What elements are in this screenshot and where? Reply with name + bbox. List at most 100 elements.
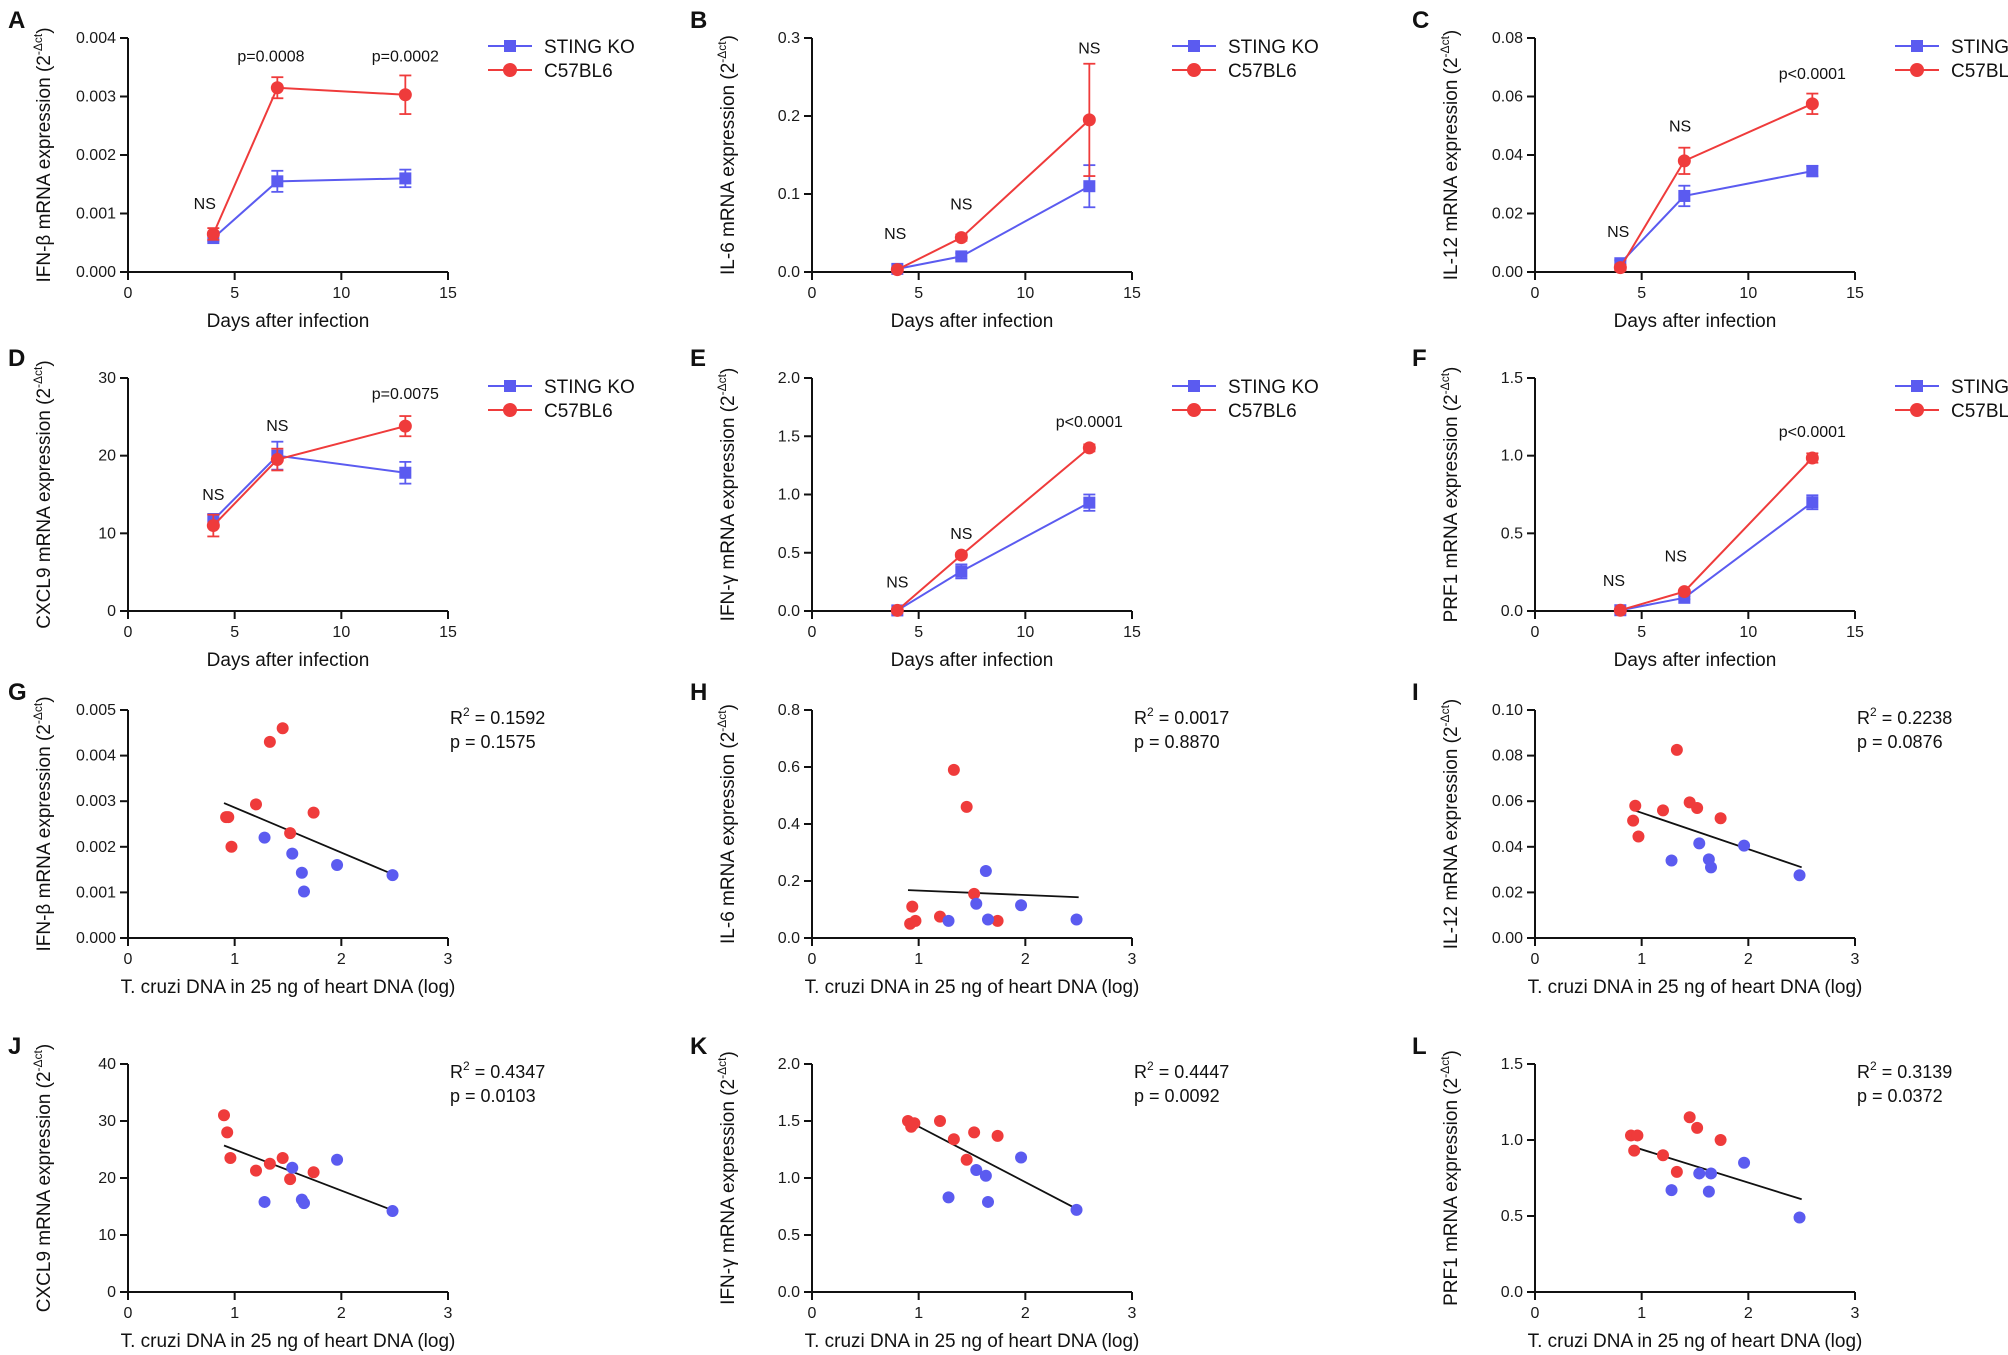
- y-axis-label-close: ): [1441, 1050, 1462, 1056]
- data-point-c57bl6: [991, 1129, 1004, 1142]
- data-point: [1806, 165, 1819, 178]
- p-value-label: p = 0.8870: [1134, 732, 1220, 752]
- y-axis-label: IFN-β mRNA expression (2-Δct): [31, 27, 55, 282]
- significance-label: NS: [884, 226, 906, 243]
- regression-line: [223, 802, 396, 876]
- y-tick-label: 2.0: [778, 1056, 800, 1073]
- panel-l: L 0.0 0.5 1.0 1.5 0 1 2 3 T. cruzi DNA in 25 ng o…: [1412, 1033, 1952, 1352]
- data-point-c57bl6: [307, 1166, 320, 1179]
- y-axis-label-close: ): [1441, 30, 1462, 36]
- x-tick-label: 1: [914, 951, 923, 968]
- data-point: [1083, 496, 1096, 509]
- x-tick-label: 15: [439, 624, 457, 641]
- y-tick-label: 0.4: [778, 816, 800, 833]
- y-axis-label-text: IL-6 mRNA expression (2: [718, 63, 739, 275]
- y-tick-label: 0.0: [778, 930, 800, 947]
- data-point-sting-ko: [1705, 861, 1717, 874]
- y-tick-label: 30: [98, 1113, 116, 1130]
- r-squared-prefix: R: [1857, 708, 1870, 728]
- data-point-sting-ko: [970, 897, 983, 910]
- data-point: [954, 548, 968, 562]
- panel-i: I 0.00 0.02 0.04 0.06 0.08 0.10 0 1 2 3 T. cruzi DN…: [1412, 679, 1952, 998]
- y-tick-label: 0.08: [1492, 748, 1523, 765]
- x-tick-label: 2: [337, 951, 346, 968]
- r-squared-label: R2 = 0.3139: [1857, 1059, 1952, 1082]
- r-squared-prefix: R: [450, 1062, 463, 1082]
- x-tick-label: 0: [124, 624, 133, 641]
- panel-letter: I: [1412, 679, 1419, 706]
- data-point-sting-ko: [1070, 1203, 1083, 1216]
- series-line: [897, 185, 1090, 270]
- y-tick-label: 1.0: [1501, 1132, 1523, 1149]
- r-squared-value: =: [1877, 708, 1898, 728]
- significance-label: p=0.0008: [237, 48, 304, 65]
- y-axis-label-close: ): [34, 1044, 55, 1050]
- y-axis-label-sup: -Δct: [1438, 1056, 1452, 1078]
- data-point-c57bl6: [225, 840, 238, 853]
- r-squared-number: 0.3139: [1897, 1062, 1952, 1082]
- data-point-c57bl6: [1670, 743, 1683, 756]
- data-point: [1806, 496, 1819, 509]
- y-axis-label-text: IFN-γ mRNA expression (2: [718, 1079, 739, 1305]
- data-point: [1083, 180, 1096, 193]
- panel-letter: E: [690, 345, 706, 372]
- data-point: [1613, 261, 1627, 275]
- data-point-c57bl6: [1632, 830, 1645, 843]
- data-point-sting-ko: [286, 847, 299, 860]
- data-point: [1677, 154, 1691, 168]
- y-tick-label: 0.0: [778, 1284, 800, 1301]
- x-tick-label: 0: [1531, 624, 1540, 641]
- data-point: [890, 263, 904, 277]
- y-axis-label: IFN-γ mRNA expression (2-Δct): [715, 368, 739, 622]
- significance-label: NS: [950, 526, 972, 543]
- panel-letter: D: [8, 345, 25, 372]
- regression-line: [1630, 808, 1802, 869]
- y-axis-label-text: CXCL9 mRNA expression (2: [34, 388, 55, 629]
- y-tick-label: 0.001: [76, 206, 116, 223]
- y-axis-label-sup: -Δct: [715, 373, 729, 395]
- data-point-c57bl6: [1657, 804, 1669, 817]
- x-tick-label: 3: [1851, 1305, 1860, 1322]
- x-axis-label: Days after infection: [891, 650, 1054, 671]
- data-point-c57bl6: [1691, 1121, 1704, 1134]
- y-tick-label: 20: [98, 1170, 116, 1187]
- r-squared-value: =: [1154, 1062, 1175, 1082]
- y-axis-label-sup: -Δct: [715, 41, 729, 63]
- x-tick-label: 5: [1637, 285, 1646, 302]
- significance-label: NS: [1607, 224, 1629, 241]
- y-axis-label-sup: -Δct: [715, 1057, 729, 1079]
- panel-a: A 0.000 0.001 0.002 0.003 0.004 0 5 10 15 Days aft…: [8, 7, 635, 332]
- data-point-sting-ko: [286, 1161, 299, 1174]
- y-axis-label-sup: -Δct: [31, 702, 45, 724]
- r-squared-sup: 2: [1147, 1059, 1154, 1073]
- y-tick-label: 0.06: [1492, 793, 1523, 810]
- data-point-sting-ko: [1793, 1211, 1806, 1224]
- x-axis-label: Days after infection: [207, 650, 370, 671]
- x-tick-label: 3: [1128, 1305, 1137, 1322]
- y-tick-label: 0.002: [76, 147, 116, 164]
- panel-letter: G: [8, 679, 27, 706]
- panel-letter: J: [8, 1033, 21, 1060]
- data-point-sting-ko: [982, 1195, 994, 1208]
- y-tick-label: 10: [98, 1227, 116, 1244]
- r-squared-value: =: [1154, 708, 1175, 728]
- y-axis-label-text: CXCL9 mRNA expression (2: [34, 1071, 55, 1312]
- data-point-sting-ko: [1015, 899, 1028, 912]
- panel-h: H 0.0 0.2 0.4 0.6 0.8 0 1 2 3 T. cruzi DNA in 25 n…: [690, 679, 1229, 998]
- x-axis-label: T. cruzi DNA in 25 ng of heart DNA (log): [121, 977, 456, 998]
- x-tick-label: 15: [439, 285, 457, 302]
- y-tick-label: 0.004: [76, 30, 116, 47]
- x-tick-label: 0: [124, 1305, 133, 1322]
- r-squared-label: R2 = 0.1592: [450, 705, 545, 728]
- data-point-c57bl6: [276, 1152, 289, 1165]
- significance-label: NS: [266, 418, 288, 435]
- x-tick-label: 2: [1021, 951, 1030, 968]
- x-tick-label: 0: [124, 285, 133, 302]
- legend-marker: [1911, 380, 1923, 392]
- legend-label: C57BL6: [544, 401, 613, 422]
- x-axis-label: T. cruzi DNA in 25 ng of heart DNA (log): [805, 1331, 1140, 1352]
- data-point-sting-ko: [979, 865, 992, 878]
- y-tick-label: 0.003: [76, 793, 116, 810]
- data-point-sting-ko: [1738, 1156, 1751, 1169]
- x-tick-label: 0: [808, 951, 817, 968]
